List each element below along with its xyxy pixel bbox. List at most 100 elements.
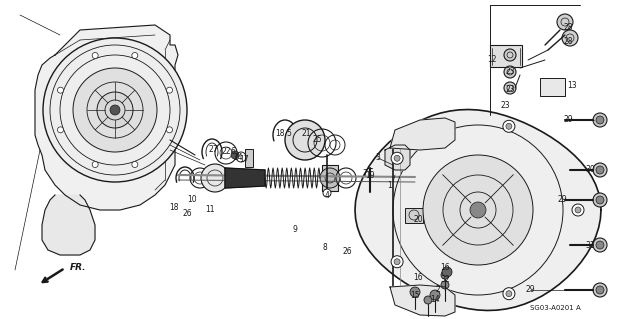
Text: 23: 23	[505, 68, 515, 77]
Circle shape	[166, 87, 173, 93]
Circle shape	[503, 288, 515, 300]
Bar	[405, 208, 423, 223]
Circle shape	[562, 30, 578, 46]
Text: 16: 16	[413, 273, 423, 283]
Circle shape	[92, 53, 98, 58]
Circle shape	[285, 120, 325, 160]
Polygon shape	[385, 145, 410, 170]
Text: 31: 31	[585, 241, 595, 249]
Text: 5: 5	[287, 129, 291, 137]
Circle shape	[504, 82, 516, 94]
Circle shape	[73, 68, 157, 152]
Polygon shape	[355, 109, 601, 310]
Circle shape	[410, 287, 420, 297]
Polygon shape	[225, 168, 265, 188]
Circle shape	[503, 120, 515, 132]
Circle shape	[231, 151, 239, 159]
Bar	[322, 165, 338, 191]
Circle shape	[596, 166, 604, 174]
Circle shape	[557, 14, 573, 30]
Circle shape	[593, 238, 607, 252]
Bar	[245, 149, 253, 167]
Text: 8: 8	[323, 242, 328, 251]
Text: 32: 32	[440, 276, 450, 285]
Circle shape	[391, 256, 403, 268]
Polygon shape	[390, 285, 455, 316]
Text: 29: 29	[525, 286, 535, 294]
Circle shape	[423, 155, 533, 265]
Text: 29: 29	[563, 115, 573, 124]
Circle shape	[166, 127, 173, 133]
Circle shape	[593, 113, 607, 127]
Circle shape	[596, 116, 604, 124]
Text: 27: 27	[208, 145, 218, 154]
Circle shape	[593, 163, 607, 177]
Circle shape	[58, 87, 63, 93]
Circle shape	[596, 241, 604, 249]
Text: 7: 7	[363, 168, 367, 177]
Circle shape	[132, 161, 138, 167]
Circle shape	[506, 291, 512, 297]
Polygon shape	[42, 195, 95, 255]
Circle shape	[320, 168, 340, 188]
Text: 26: 26	[182, 209, 192, 218]
Text: 28: 28	[563, 24, 573, 33]
Text: SG03-A0201 A: SG03-A0201 A	[530, 305, 580, 311]
Circle shape	[323, 189, 331, 197]
Circle shape	[391, 152, 403, 164]
Circle shape	[596, 196, 604, 204]
Circle shape	[92, 161, 98, 167]
Text: 1: 1	[388, 181, 392, 189]
Text: 9: 9	[292, 226, 298, 234]
Text: 10: 10	[187, 196, 197, 204]
Circle shape	[394, 259, 400, 265]
Text: 20: 20	[413, 216, 423, 225]
Circle shape	[110, 105, 120, 115]
Circle shape	[394, 155, 400, 161]
Text: 28: 28	[563, 38, 573, 47]
Text: 18: 18	[275, 129, 285, 137]
Text: 14: 14	[430, 295, 440, 305]
Text: 15: 15	[410, 291, 420, 300]
Text: 6: 6	[230, 147, 236, 157]
Circle shape	[201, 164, 229, 192]
Circle shape	[504, 49, 516, 61]
Text: FR.: FR.	[70, 263, 86, 272]
Circle shape	[430, 290, 440, 300]
Circle shape	[97, 92, 133, 128]
Circle shape	[575, 207, 581, 213]
Text: 30: 30	[585, 166, 595, 174]
Circle shape	[442, 267, 452, 277]
Circle shape	[504, 66, 516, 78]
Text: 2: 2	[436, 286, 440, 294]
Text: 22: 22	[221, 147, 231, 157]
Circle shape	[441, 281, 449, 289]
Text: 16: 16	[440, 263, 450, 272]
Circle shape	[441, 271, 449, 279]
Text: 11: 11	[205, 205, 215, 214]
Text: 26: 26	[342, 248, 352, 256]
Circle shape	[593, 193, 607, 207]
Text: 12: 12	[487, 56, 497, 64]
Text: 25: 25	[312, 136, 322, 145]
Text: 17: 17	[239, 155, 249, 165]
Circle shape	[596, 286, 604, 294]
Circle shape	[506, 123, 512, 129]
Circle shape	[470, 202, 486, 218]
Bar	[490, 45, 522, 67]
Text: 18: 18	[169, 203, 179, 211]
Text: 4: 4	[324, 190, 330, 199]
Text: 3: 3	[376, 153, 380, 162]
Polygon shape	[390, 118, 455, 150]
Text: 21: 21	[301, 129, 311, 137]
Text: 19: 19	[365, 170, 375, 180]
Circle shape	[58, 127, 63, 133]
Circle shape	[132, 53, 138, 58]
Text: 13: 13	[567, 80, 577, 90]
Bar	[540, 78, 565, 96]
Text: 23: 23	[505, 85, 515, 94]
Text: 29: 29	[557, 196, 567, 204]
Circle shape	[424, 296, 432, 304]
Polygon shape	[35, 25, 178, 210]
Circle shape	[572, 204, 584, 216]
